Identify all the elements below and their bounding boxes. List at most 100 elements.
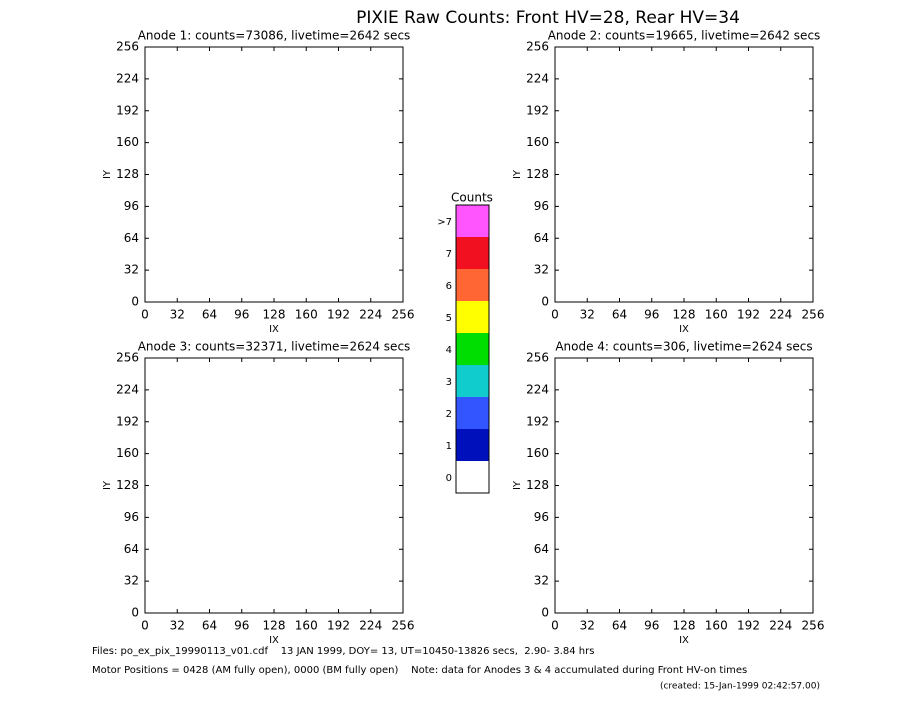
colorbar-label: 2 [446,409,452,420]
x-axis-label: IX [679,324,689,335]
y-tick-label: 224 [526,382,549,396]
x-tick-label: 32 [580,308,595,322]
y-tick-label: 64 [534,542,549,556]
y-tick-label: 96 [534,510,549,524]
x-axis-label: IX [269,635,279,646]
x-tick-label: 32 [170,308,185,322]
y-tick-label: 0 [541,295,549,309]
x-tick-label: 224 [769,619,792,633]
y-axis-label: IY [512,169,523,179]
colorbar-label: 1 [446,441,452,452]
x-tick-label: 0 [551,308,559,322]
y-tick-label: 96 [124,199,139,213]
y-tick-label: 192 [116,103,139,117]
x-tick-label: 256 [802,308,825,322]
y-tick-label: 0 [541,606,549,620]
colorbar-cell [456,429,489,461]
y-tick-label: 64 [534,231,549,245]
x-axis-label: IX [679,635,689,646]
footer-created: (created: 15-Jan-1999 02:42:57.00) [660,682,820,692]
y-tick-label: 256 [116,351,139,365]
y-tick-label: 160 [116,135,139,149]
panel-title: Anode 2: counts=19665, livetime=2642 sec… [548,29,821,43]
x-tick-label: 96 [644,619,659,633]
y-tick-label: 160 [526,135,549,149]
x-tick-label: 96 [234,619,249,633]
x-tick-label: 160 [295,308,318,322]
colorbar-title: Counts [451,191,493,205]
x-tick-label: 192 [737,619,760,633]
x-tick-label: 96 [644,308,659,322]
colorbar-cell [456,397,489,429]
y-tick-label: 192 [116,414,139,428]
colorbar-label: 5 [446,313,452,324]
y-tick-label: 128 [116,167,139,181]
x-tick-label: 128 [263,619,286,633]
y-tick-label: 128 [526,478,549,492]
plot-frame [554,46,814,303]
x-axis-label: IX [269,324,279,335]
x-tick-label: 64 [612,308,627,322]
x-tick-label: 160 [705,308,728,322]
x-tick-label: 64 [612,619,627,633]
x-tick-label: 160 [295,619,318,633]
y-tick-label: 160 [116,446,139,460]
y-axis-label: IY [102,169,113,179]
x-tick-label: 256 [392,308,415,322]
y-tick-label: 32 [534,574,549,588]
y-tick-label: 96 [534,199,549,213]
footer-motor: Motor Positions = 0428 (AM fully open), … [92,665,747,676]
colorbar-label: 0 [446,473,452,484]
y-tick-label: 128 [116,478,139,492]
x-tick-label: 64 [202,308,217,322]
x-tick-label: 224 [359,619,382,633]
colorbar-label: 6 [446,281,452,292]
y-tick-label: 256 [526,351,549,365]
y-axis-label: IY [102,480,113,490]
y-tick-label: 256 [116,40,139,54]
x-tick-label: 32 [170,619,185,633]
colorbar-label: 7 [446,249,452,260]
y-tick-label: 64 [124,542,139,556]
x-tick-label: 128 [673,619,696,633]
x-tick-label: 0 [551,619,559,633]
x-tick-label: 224 [359,308,382,322]
plot-frame [554,357,814,614]
plot-frame [144,357,404,614]
x-tick-label: 192 [327,308,350,322]
colorbar-cell [456,365,489,397]
x-tick-label: 256 [392,619,415,633]
y-tick-label: 192 [526,103,549,117]
colorbar-cell [456,237,489,269]
x-tick-label: 0 [141,308,149,322]
x-tick-label: 96 [234,308,249,322]
panel-title: Anode 1: counts=73086, livetime=2642 sec… [138,29,411,43]
x-tick-label: 192 [737,308,760,322]
x-tick-label: 128 [673,308,696,322]
y-axis-label: IY [512,480,523,490]
y-tick-label: 128 [526,167,549,181]
colorbar-cell [456,301,489,333]
y-tick-label: 32 [534,263,549,277]
x-tick-label: 192 [327,619,350,633]
colorbar-cell [456,205,489,237]
y-tick-label: 0 [131,606,139,620]
colorbar-cell [456,269,489,301]
y-tick-label: 224 [116,71,139,85]
y-tick-label: 0 [131,295,139,309]
x-tick-label: 256 [802,619,825,633]
y-tick-label: 224 [116,382,139,396]
figure-title: PIXIE Raw Counts: Front HV=28, Rear HV=3… [356,8,740,28]
y-tick-label: 160 [526,446,549,460]
colorbar-cell [456,333,489,365]
panel-title: Anode 4: counts=306, livetime=2624 secs [555,340,812,354]
plot-frame [144,46,404,303]
colorbar-cell [456,461,489,493]
y-tick-label: 192 [526,414,549,428]
x-tick-label: 160 [705,619,728,633]
y-tick-label: 224 [526,71,549,85]
colorbar-label: 4 [446,345,452,356]
x-tick-label: 32 [580,619,595,633]
y-tick-label: 256 [526,40,549,54]
